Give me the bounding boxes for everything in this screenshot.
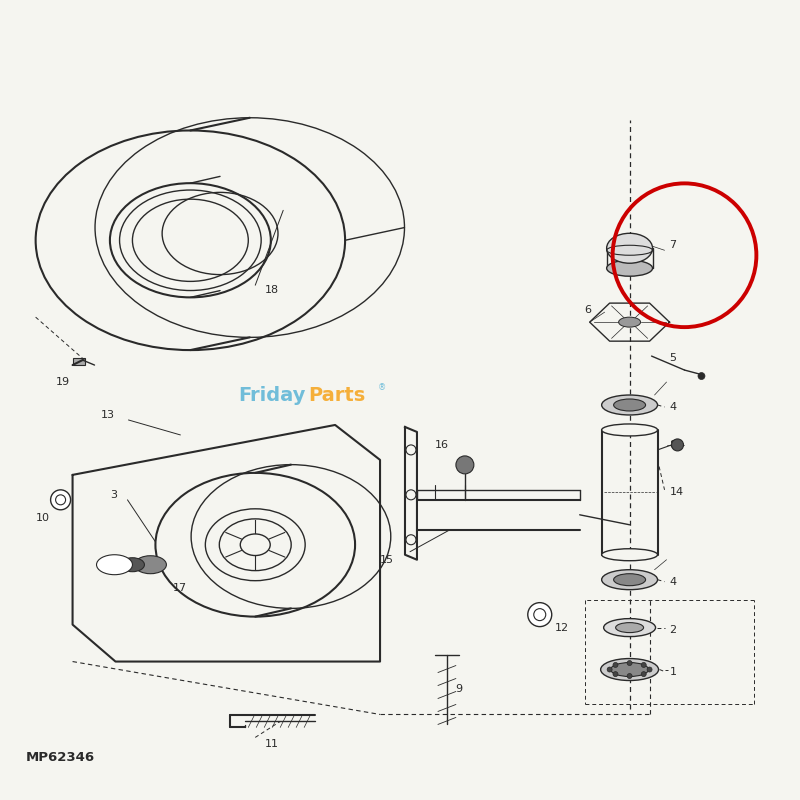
Ellipse shape (606, 234, 653, 263)
Ellipse shape (616, 622, 643, 633)
Text: 16: 16 (435, 440, 449, 450)
Circle shape (647, 667, 652, 672)
Text: 12: 12 (554, 622, 569, 633)
Ellipse shape (601, 658, 658, 681)
Circle shape (671, 439, 683, 451)
Ellipse shape (134, 556, 166, 574)
Text: Parts: Parts (308, 386, 366, 405)
Bar (73, 358, 85, 365)
Circle shape (627, 661, 632, 666)
Text: Friday: Friday (238, 386, 305, 405)
Text: 18: 18 (266, 285, 279, 295)
Ellipse shape (121, 558, 145, 572)
Circle shape (528, 602, 552, 626)
Text: 10: 10 (36, 513, 50, 522)
Ellipse shape (604, 618, 655, 637)
Text: 17: 17 (172, 582, 186, 593)
Circle shape (607, 667, 612, 672)
Text: 11: 11 (266, 739, 279, 750)
Circle shape (613, 662, 618, 667)
Ellipse shape (618, 317, 641, 327)
Ellipse shape (97, 554, 133, 574)
Text: 7: 7 (670, 240, 677, 250)
Circle shape (642, 672, 646, 677)
Text: 1: 1 (670, 666, 677, 677)
Ellipse shape (602, 395, 658, 415)
Circle shape (627, 674, 632, 678)
Ellipse shape (614, 399, 646, 411)
Text: 4: 4 (670, 577, 677, 586)
Text: ®: ® (378, 383, 386, 393)
Ellipse shape (606, 260, 653, 276)
Text: 19: 19 (55, 377, 70, 387)
Text: 14: 14 (670, 487, 684, 497)
Circle shape (642, 662, 646, 667)
Ellipse shape (602, 570, 658, 590)
Text: 8: 8 (670, 440, 677, 450)
Text: 2: 2 (670, 625, 677, 634)
Text: 9: 9 (455, 685, 462, 694)
Ellipse shape (602, 424, 658, 436)
Text: 3: 3 (110, 490, 118, 500)
Text: 13: 13 (101, 410, 114, 420)
Circle shape (50, 490, 70, 510)
Text: 5: 5 (670, 353, 677, 363)
Ellipse shape (602, 549, 658, 561)
Circle shape (698, 373, 705, 379)
Text: 4: 4 (670, 402, 677, 412)
Text: MP62346: MP62346 (26, 751, 94, 764)
Ellipse shape (614, 574, 646, 586)
Ellipse shape (610, 662, 649, 677)
Circle shape (456, 456, 474, 474)
Text: 15: 15 (380, 554, 394, 565)
Circle shape (613, 672, 618, 677)
Text: 6: 6 (585, 305, 592, 315)
